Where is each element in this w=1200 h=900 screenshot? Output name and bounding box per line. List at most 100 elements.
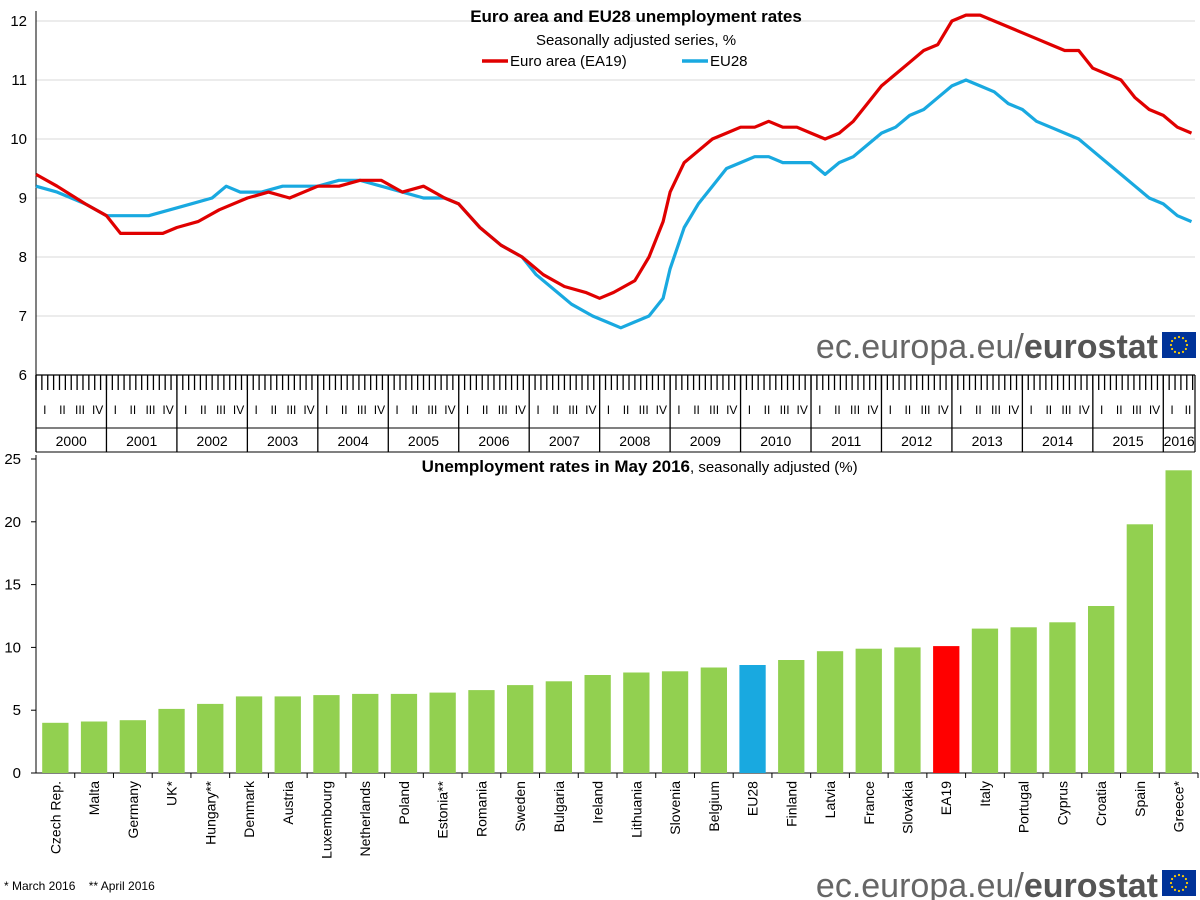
line-chart-legend: Euro area (EA19) EU28 — [482, 53, 748, 70]
year-label: 2011 — [831, 433, 861, 449]
quarter-label: IV — [585, 403, 596, 417]
bar-germany — [119, 720, 146, 773]
category-label: Bulgaria — [551, 781, 567, 833]
quarter-label: II — [552, 403, 559, 417]
category-label: Slovenia — [667, 781, 683, 835]
quarter-label: IV — [515, 403, 526, 417]
flag-star — [1169, 343, 1173, 347]
year-label: 2008 — [619, 433, 650, 449]
quarter-label: I — [255, 403, 258, 417]
series-line-eu28 — [35, 78, 1193, 330]
bar-italy — [971, 628, 999, 773]
bar-spain — [1126, 524, 1153, 773]
quarter-label: II — [59, 403, 66, 417]
bar-austria — [274, 696, 301, 773]
bar-finland — [778, 660, 805, 773]
quarter-label: II — [341, 403, 348, 417]
line-chart-gridlines — [36, 20, 1195, 317]
category-label: Belgium — [706, 781, 722, 832]
quarter-label: I — [43, 403, 46, 417]
quarter-label: III — [991, 403, 1001, 417]
quarter-label: II — [764, 403, 771, 417]
category-label: Romania — [473, 781, 489, 837]
bar-chart: 0 5 10 15 20 25 Czech Rep. Malta Germany UK* Hung… — [4, 451, 1199, 900]
bar-lithuania — [623, 672, 650, 773]
flag-star — [1171, 347, 1174, 351]
quarter-label: IV — [937, 403, 948, 417]
category-label: Finland — [783, 781, 799, 827]
category-label: Ireland — [590, 781, 606, 824]
y-tick-label: 5 — [13, 702, 21, 719]
flag-star — [1177, 889, 1181, 893]
legend-label-ea19: Euro area (EA19) — [510, 53, 627, 70]
quarter-label: I — [395, 403, 398, 417]
bar-chart-title: Unemployment rates in May 2016 — [422, 457, 690, 476]
bar-chart-subtitle: , seasonally adjusted (%) — [690, 459, 858, 476]
flag-star — [1171, 339, 1174, 343]
flag-star — [1181, 350, 1185, 353]
category-label: Austria — [280, 781, 296, 825]
y-tick-label: 0 — [13, 765, 21, 782]
quarter-label: III — [639, 403, 649, 417]
category-label: Germany — [125, 781, 141, 839]
bar-malta — [80, 721, 108, 773]
category-label: Czech Rep. — [47, 781, 63, 854]
y-tick-label: 9 — [19, 190, 27, 207]
y-tick-label: 10 — [10, 131, 27, 148]
year-label: 2012 — [901, 433, 932, 449]
bar-slovenia — [661, 671, 689, 773]
quarter-label: IV — [1078, 403, 1089, 417]
y-tick-label: 11 — [11, 72, 27, 89]
eu-flag-icon — [1162, 332, 1196, 358]
quarter-label: II — [1045, 403, 1052, 417]
year-label: 2000 — [56, 433, 87, 449]
quarter-label: III — [498, 403, 508, 417]
bar-bulgaria — [545, 681, 572, 773]
category-label: Croatia — [1093, 781, 1109, 826]
eu-flag-icon — [1162, 870, 1196, 896]
bar-croatia — [1088, 606, 1115, 773]
quarter-label: IV — [867, 403, 878, 417]
quarter-label: I — [466, 403, 469, 417]
line-chart-series — [35, 13, 1193, 330]
year-label: 2001 — [126, 433, 157, 449]
quarter-label: II — [1116, 403, 1123, 417]
quarter-label: I — [184, 403, 187, 417]
flag-star — [1171, 877, 1174, 881]
bar-poland — [390, 693, 418, 773]
flag-star — [1173, 350, 1177, 353]
quarter-label: III — [920, 403, 930, 417]
quarter-label: IV — [444, 403, 455, 417]
bar-ea19 — [933, 646, 960, 773]
quarter-label: I — [325, 403, 328, 417]
flag-star — [1185, 881, 1189, 885]
flag-star — [1177, 873, 1181, 877]
year-label: 2014 — [1042, 433, 1073, 449]
quarter-label: II — [623, 403, 630, 417]
flag-star — [1171, 885, 1174, 889]
line-chart-title: Euro area and EU28 unemployment rates — [470, 7, 802, 26]
category-label: Netherlands — [357, 781, 373, 857]
year-label: 2010 — [760, 433, 791, 449]
y-tick-label: 6 — [19, 367, 27, 384]
quarter-label: I — [959, 403, 962, 417]
quarter-label: III — [568, 403, 578, 417]
bar-greece — [1165, 470, 1192, 773]
quarter-label: I — [677, 403, 680, 417]
series-line-ea19 — [35, 13, 1193, 300]
quarter-label: III — [1132, 403, 1142, 417]
flag-star — [1185, 343, 1189, 347]
category-label: Latvia — [822, 781, 838, 819]
category-label: Hungary** — [202, 780, 218, 844]
year-label: 2003 — [267, 433, 298, 449]
quarter-label: II — [130, 403, 137, 417]
quarter-label: III — [709, 403, 719, 417]
brand-name: eurostat — [1024, 867, 1158, 900]
bar-cyprus — [1049, 622, 1076, 773]
flag-star — [1184, 885, 1187, 889]
bar-hungary — [197, 703, 224, 773]
category-label: Luxembourg — [319, 781, 335, 859]
quarter-label: IV — [1149, 403, 1160, 417]
